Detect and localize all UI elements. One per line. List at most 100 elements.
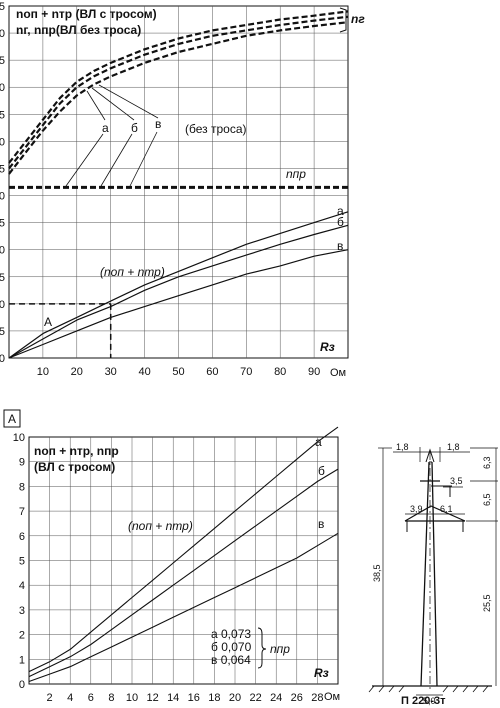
leader-b-npr — [100, 133, 133, 187]
ng-label: nг — [351, 12, 365, 26]
y-tick-label: 6 — [19, 531, 25, 543]
x-tick-label: 18 — [208, 692, 220, 704]
y-tick-label: 30 — [0, 191, 5, 203]
panel-a-box — [3, 409, 21, 428]
curve-a-label-top-solid: а — [337, 204, 344, 218]
top-label-2: nг, nпр(ВЛ без троса) — [16, 23, 141, 37]
tower-dim-h2: 6,5 — [482, 493, 492, 506]
bottom-label-1: nоп + nтр, nпр — [34, 444, 119, 458]
tower-dim-d2: 1,8 — [447, 442, 460, 452]
curve-b-label-top-solid: б — [337, 215, 344, 229]
curve-v-label-top-solid: в — [337, 239, 343, 253]
y-tick-label: 50 — [0, 82, 5, 94]
rz-label-top: Rз — [320, 340, 335, 354]
bottom-label-2: (ВЛ с тросом) — [34, 460, 115, 474]
x-tick-label: 20 — [71, 366, 83, 378]
tower-drawing — [368, 447, 498, 696]
npr-v-value: в 0,064 — [211, 653, 251, 667]
curve-b-label-top: б — [131, 121, 138, 135]
x-tick-label: 30 — [105, 366, 117, 378]
x-tick-label: 24 — [270, 692, 282, 704]
y-tick-label: 35 — [0, 163, 5, 175]
x-unit-bottom: Ом — [324, 691, 340, 703]
sum-label-bottom: (nоп + nтр) — [128, 519, 193, 533]
y-tick-label: 7 — [19, 506, 25, 518]
y-tick-label: 3 — [19, 605, 25, 617]
x-tick-label: 2 — [47, 692, 53, 704]
lower-crossarm — [404, 505, 466, 522]
y-tick-label: 10 — [13, 432, 25, 444]
x-tick-label: 6 — [88, 692, 94, 704]
y-tick-label: 20 — [0, 245, 5, 257]
x-tick-label: 20 — [229, 692, 241, 704]
tower-peak — [425, 448, 435, 463]
y-tick-label: 5 — [19, 556, 25, 568]
series-line-solid-4 — [8, 211, 349, 359]
tower-leg-left — [420, 461, 430, 687]
bottom-chart-grid — [29, 437, 338, 684]
tower-dim-h4: 38,5 — [372, 564, 382, 582]
y-tick-label: 0 — [19, 679, 25, 691]
panel-a-label: А — [8, 412, 16, 426]
x-tick-label: 12 — [146, 692, 158, 704]
tower-dim-d4: 3,9 — [410, 504, 423, 514]
point-a-label: А — [44, 315, 52, 329]
x-tick-label: 28 — [311, 692, 323, 704]
y-tick-label: 60 — [0, 28, 5, 40]
tower-dim-d1: 1,8 — [396, 442, 409, 452]
y-tick-label: 5 — [0, 326, 5, 338]
series-line-solid-6 — [8, 249, 349, 359]
x-tick-label: 10 — [126, 692, 138, 704]
x-tick-label: 26 — [291, 692, 303, 704]
x-unit-top: Ом — [330, 367, 346, 379]
x-tick-label: 40 — [138, 366, 150, 378]
leader-b-top — [91, 87, 135, 121]
y-tick-label: 65 — [0, 1, 5, 13]
ng-bracket — [339, 7, 347, 33]
leader-v-npr — [129, 131, 158, 187]
y-tick-label: 10 — [0, 299, 5, 311]
top-chart-series — [8, 10, 349, 359]
top-chart: 10 20 30 40 50 60 70 80 90 0 5 10 15 20 25 30 35 40 45 50 55… — [0, 1, 365, 379]
npr-a-value: а 0,073 — [211, 627, 251, 641]
tower-leg-right — [431, 461, 438, 687]
x-tick-label: 70 — [240, 366, 252, 378]
tower-title: П 220-3т — [401, 695, 446, 707]
ground-hatch — [368, 685, 489, 693]
y-tick-label: 25 — [0, 218, 5, 230]
x-tick-label: 60 — [206, 366, 218, 378]
tower-dim-h3: 25,5 — [482, 594, 492, 612]
x-tick-label: 80 — [274, 366, 286, 378]
y-tick-label: 8 — [19, 481, 25, 493]
curve-b-label-bottom: б — [318, 464, 325, 478]
series-line-solid-1 — [28, 468, 339, 678]
series-line-solid-0 — [28, 426, 339, 673]
leader-a-npr — [65, 133, 104, 187]
leader-a-top — [86, 90, 106, 121]
top-chart-grid — [9, 6, 348, 358]
series-line-solid-5 — [8, 224, 349, 359]
y-tick-label: 1 — [19, 654, 25, 666]
curve-v-label-bottom: в — [318, 517, 324, 531]
x-tick-label: 22 — [249, 692, 261, 704]
curve-a-label-bottom: а — [315, 435, 322, 449]
y-tick-label: 9 — [19, 457, 25, 469]
y-tick-label: 0 — [0, 353, 5, 365]
x-tick-label: 4 — [67, 692, 73, 704]
series-line-dashed-1 — [8, 15, 349, 170]
tower-dim-h1: 6,3 — [482, 456, 492, 469]
npr-label-bottom: nпр — [270, 642, 290, 656]
tower-labels: 1,8 1,8 3,5 3,9 6,1 5,0 6,3 6,5 25,5 38,… — [372, 442, 492, 707]
npr-b-value: б 0,070 — [211, 640, 252, 654]
x-tick-label: 8 — [108, 692, 114, 704]
top-label-1: nоп + nтр (ВЛ с тросом) — [16, 7, 157, 21]
x-tick-label: 10 — [37, 366, 49, 378]
x-tick-label: 50 — [172, 366, 184, 378]
series-line-dashed-0 — [8, 10, 349, 164]
y-tick-label: 2 — [19, 630, 25, 642]
series-line-dashed-2 — [8, 21, 349, 175]
tower-dim-d5: 6,1 — [440, 504, 453, 514]
